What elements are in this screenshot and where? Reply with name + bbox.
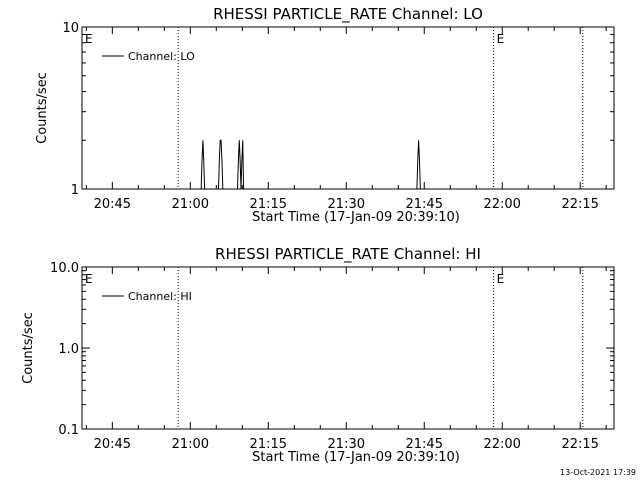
chart-2-x-tick-label-6: 22:15 <box>561 437 598 452</box>
chart-1-x-tick-label-1: 21:00 <box>172 197 209 212</box>
chart-2-x-label: Start Time (17-Jan-09 20:39:10) <box>252 450 460 465</box>
footer-timestamp: 13-Oct-2021 17:39 <box>560 468 636 477</box>
chart-2-y-tick-label-0: 0.1 <box>58 423 79 438</box>
chart-1-x-label: Start Time (17-Jan-09 20:39:10) <box>252 210 460 225</box>
chart-2-y-label: Counts/sec <box>21 312 36 384</box>
chart-1-x-tick-label-6: 22:15 <box>561 197 598 212</box>
chart-2-x-tick-label-3: 21:30 <box>328 437 365 452</box>
chart-1-x-tick-label-0: 20:45 <box>94 197 131 212</box>
chart-1-x-tick-label-2: 21:15 <box>250 197 287 212</box>
chart-1-y-tick-label-0: 1 <box>71 183 79 198</box>
chart-1-event-marker-0: E <box>85 32 93 46</box>
chart-2-x-tick-label-0: 20:45 <box>94 437 131 452</box>
chart-1-y-tick-label-1: 10 <box>62 21 79 36</box>
chart-1-event-marker-1: E <box>497 32 505 46</box>
chart-2-y-tick-label-1: 1.0 <box>58 342 79 357</box>
chart-1-x-tick-label-5: 22:00 <box>483 197 520 212</box>
chart-2-x-tick-label-4: 21:45 <box>406 437 443 452</box>
chart-1-series-line-0 <box>82 139 614 190</box>
chart-2-event-marker-0: E <box>85 272 93 286</box>
chart-1-x-tick-label-3: 21:30 <box>328 197 365 212</box>
chart-1-x-tick-label-4: 21:45 <box>406 197 443 212</box>
chart-2-x-tick-label-1: 21:00 <box>172 437 209 452</box>
chart-2-x-tick-label-5: 22:00 <box>483 437 520 452</box>
chart-2-event-marker-1: E <box>497 272 505 286</box>
chart-2-x-tick-label-2: 21:15 <box>250 437 287 452</box>
chart-2-title: RHESSI PARTICLE_RATE Channel: HI <box>215 245 481 264</box>
chart-1-title: RHESSI PARTICLE_RATE Channel: LO <box>213 5 483 24</box>
chart-2-legend-label: Channel: HI <box>128 290 192 303</box>
chart-1-y-label: Counts/sec <box>35 72 50 144</box>
chart-1-legend-label: Channel: LO <box>128 50 195 63</box>
chart-2-y-tick-label-2: 10.0 <box>50 261 79 276</box>
